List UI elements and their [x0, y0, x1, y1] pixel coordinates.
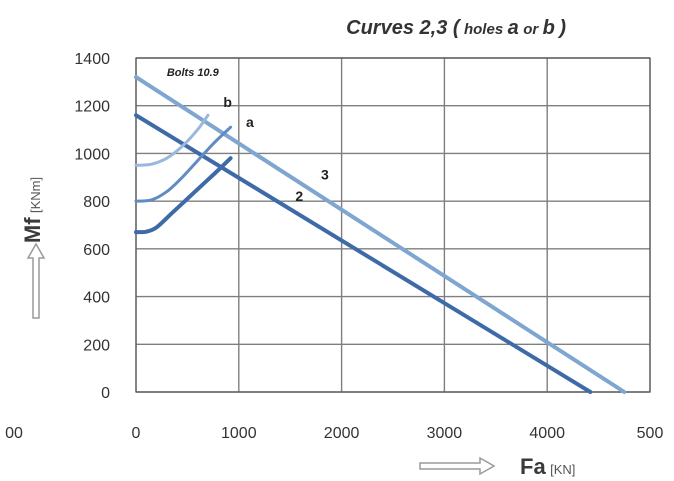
title-suffix: ) — [557, 17, 566, 39]
title-prefix: Curves 2,3 ( — [346, 17, 462, 39]
x-axis-label: Fa [KN] — [520, 454, 575, 479]
annotation-3: 3 — [321, 167, 329, 183]
y-tick-labels: 0 200 400 600 800 1000 1200 1400 — [74, 51, 110, 402]
x-tick-label: 4000 — [529, 425, 565, 442]
y-axis-label: Mf [KNm] — [20, 177, 45, 243]
x-tick-label: 2000 — [324, 425, 360, 442]
y-tick-label: 800 — [83, 194, 110, 211]
annotation-a: a — [246, 114, 254, 130]
grid — [135, 57, 651, 393]
x-axis-label-main: Fa — [520, 454, 546, 479]
x-tick-label: 3000 — [427, 425, 463, 442]
plot-border — [135, 57, 651, 393]
title-a: a — [508, 17, 519, 39]
y-axis-arrow-icon — [26, 242, 46, 319]
y-tick-label: 1000 — [74, 146, 110, 163]
x-axis-arrow-icon — [419, 456, 496, 476]
y-tick-label: 400 — [83, 290, 110, 307]
annotation-bolts: Bolts 10.9 — [167, 67, 220, 79]
series-line-curve-4 — [134, 156, 233, 235]
y-tick-label: 1200 — [74, 99, 110, 116]
x-tick-label: 500 — [637, 425, 664, 442]
series-layer — [134, 75, 627, 394]
x-tick-label: 1000 — [221, 425, 257, 442]
x-tick-cut-left: 00 — [5, 425, 23, 442]
title-or: or — [523, 21, 539, 38]
y-axis-label-main: Mf — [20, 217, 45, 243]
chart-title: Curves 2,3 ( holes a or b ) — [346, 17, 566, 39]
y-tick-label: 200 — [83, 337, 110, 354]
x-axis-label-unit: [KN] — [550, 462, 575, 477]
y-tick-label: 1400 — [74, 51, 110, 68]
series-line-b — [134, 113, 210, 167]
y-tick-label: 0 — [101, 385, 110, 402]
series-line-3 — [134, 75, 627, 394]
x-tick-labels: 0 1000 2000 3000 4000 500 — [132, 425, 664, 442]
annotations: Bolts 10.9 ba 3 2 — [167, 67, 329, 204]
series-line-2 — [134, 113, 593, 394]
title-b: b — [543, 17, 555, 39]
title-holes: holes — [464, 21, 503, 38]
y-tick-label: 600 — [83, 242, 110, 259]
annotation-2: 2 — [295, 188, 303, 204]
svg-text:Mf [KNm]: Mf [KNm] — [20, 177, 45, 243]
series-line-a — [134, 125, 233, 203]
annotation-b: b — [223, 94, 232, 110]
x-tick-label: 0 — [132, 425, 141, 442]
y-axis-label-unit: [KNm] — [28, 177, 43, 213]
